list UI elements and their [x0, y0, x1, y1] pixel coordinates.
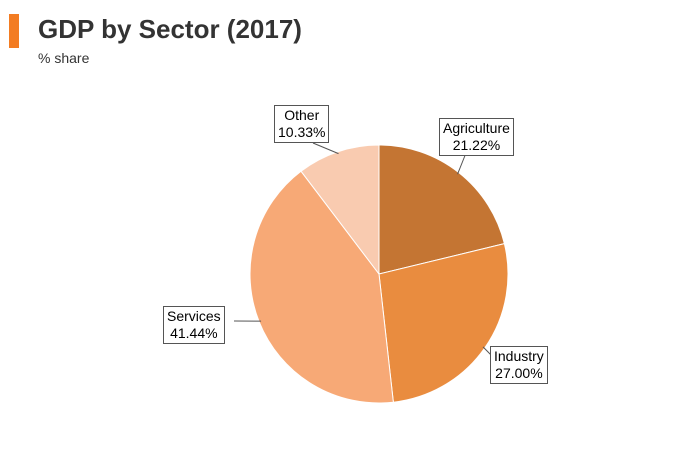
- slice-label-name: Agriculture: [443, 120, 510, 136]
- slice-label-agriculture: Agriculture 21.22%: [439, 118, 514, 156]
- slice-label-services: Services 41.44%: [163, 306, 225, 344]
- title-accent-bar: [9, 14, 19, 48]
- chart-subtitle: % share: [38, 50, 90, 66]
- pie-slice-agriculture: [378, 144, 505, 275]
- slice-label-industry: Industry 27.00%: [490, 346, 548, 384]
- leader-line-agriculture: [457, 152, 467, 175]
- pie-slices: [249, 144, 509, 404]
- pie-slice-services: [249, 170, 394, 404]
- chart-title: GDP by Sector (2017): [38, 14, 302, 44]
- slice-label-value: 21.22%: [452, 137, 501, 153]
- slice-label-name: Other: [284, 107, 320, 123]
- slice-label-value: 41.44%: [170, 325, 218, 341]
- pie-slice-other: [300, 144, 380, 276]
- leader-line-other: [312, 142, 339, 155]
- slice-label-name: Services: [167, 308, 221, 324]
- slice-label-other: Other 10.33%: [274, 105, 330, 143]
- slice-label-value: 27.00%: [495, 365, 543, 381]
- slice-label-value: 10.33%: [278, 124, 326, 140]
- slice-label-name: Industry: [494, 348, 544, 364]
